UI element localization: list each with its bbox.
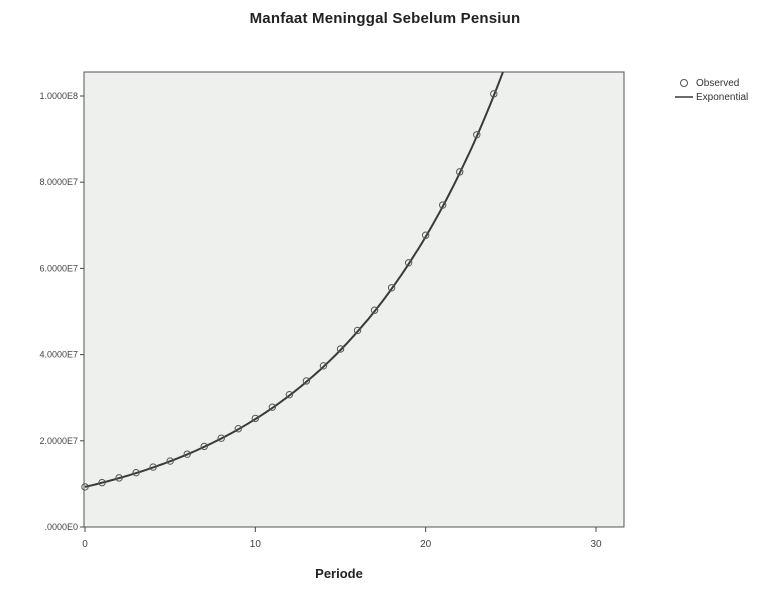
observed-point (387, 284, 396, 292)
observed-point (302, 377, 311, 385)
fit-line (84, 72, 505, 488)
y-tick-label: 2.0000E7 (39, 436, 78, 446)
x-axis-label: Periode (315, 566, 363, 581)
observed-point (439, 201, 447, 209)
legend-label-exponential: Exponential (696, 91, 749, 103)
x-axis: 0 10 20 30 (82, 527, 602, 550)
y-axis: .0000E0 2.0000E7 4.0000E7 6.0000E7 8.0000E7 1… (39, 91, 84, 532)
x-tick-label: 0 (82, 539, 88, 550)
observed-point (490, 90, 498, 98)
observed-point (149, 463, 157, 471)
observed-point (132, 468, 140, 477)
legend-entry-exponential: Exponential (674, 90, 748, 104)
observed-point (251, 414, 260, 423)
observed-point (98, 478, 106, 487)
observed-point (81, 483, 89, 491)
y-tick-label: 4.0000E7 (39, 350, 78, 360)
x-tick-label: 30 (590, 539, 602, 550)
observed-point (183, 450, 191, 458)
observed-point (404, 259, 413, 267)
observed-point (421, 231, 430, 239)
x-tick-label: 10 (250, 539, 262, 550)
observed-point (473, 131, 481, 139)
observed-point (456, 168, 464, 176)
legend-entry-observed: Observed (674, 76, 748, 90)
y-tick-label: 6.0000E7 (39, 263, 78, 273)
observed-point (370, 306, 379, 314)
legend-label-observed: Observed (696, 77, 740, 89)
line-sample-icon (674, 91, 694, 103)
observed-point (200, 442, 208, 451)
observed-point (353, 326, 362, 335)
observed-point (115, 474, 123, 482)
circle-marker-icon (674, 77, 694, 89)
observed-point (285, 390, 294, 399)
observed-point (336, 345, 345, 353)
observed-point (268, 403, 277, 411)
observed-point (166, 457, 174, 465)
legend: Observed Exponential (674, 76, 748, 104)
plot-area (83, 71, 625, 528)
observed-point (234, 425, 243, 433)
x-tick-label: 20 (420, 539, 432, 550)
observed-point (217, 434, 225, 442)
y-tick-label: 1.0000E8 (39, 91, 78, 101)
observed-point (319, 362, 328, 370)
chart-title: Manfaat Meninggal Sebelum Pensiun (249, 10, 521, 27)
y-tick-label: 8.0000E7 (39, 177, 78, 187)
y-tick-label: .0000E0 (44, 522, 78, 532)
